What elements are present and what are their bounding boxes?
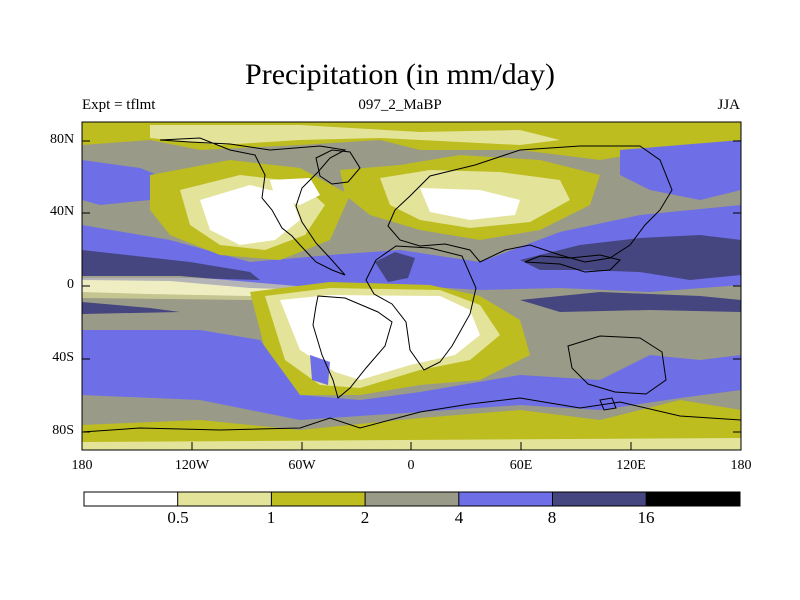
colorbar-label-1: 1 [266,508,276,527]
coast-greenland [315,149,361,185]
chart-title: Precipitation (in mm/day) [245,58,555,91]
ytick-label-0: 0 [67,277,74,292]
coast-north-america [159,137,347,276]
xtick-label-60e: 60E [509,458,533,473]
ytick-label-40n: 40N [50,204,75,219]
colorbar-bin-5 [552,492,647,506]
colorbar-label-4: 4 [454,508,464,527]
ytick-label-40s: 40S [52,350,74,365]
colorbar [83,491,741,507]
xtick-label-180w: 180 [71,458,93,473]
sh-verywet [82,302,180,314]
season-label: JJA [717,97,740,113]
colorbar-label-8: 8 [547,508,557,527]
sh-verywet-2 [520,292,741,312]
coast-africa [365,245,477,371]
so-wet [82,330,741,420]
colorbar-bin-3 [365,492,459,506]
eurasia-white [420,188,520,220]
colorbar-bin-4 [458,492,553,506]
coastlines [82,137,741,433]
colorbar-frame [83,491,741,507]
colorbar-label-0.5: 0.5 [167,508,189,527]
ytick-label-80n: 80N [50,132,75,147]
coast-australia [567,335,667,395]
coast-eurasia [387,145,673,263]
band-arctic-verydry [150,125,560,145]
xtick-label-0: 0 [407,458,415,473]
xtick-label-120e: 120E [616,458,646,473]
colorbar-label-16: 16 [637,508,655,527]
band-antarctic-dry [82,400,741,450]
ytick-label-80s: 80S [52,423,74,438]
n-subtrop-white [200,185,300,245]
xtick-label-120w: 120W [174,458,210,473]
npac-wet-2 [620,140,741,200]
experiment-label: Expt = tflmt [82,97,156,113]
africa-verywet [375,252,415,282]
colorbar-label-2: 2 [360,508,370,527]
s-subtrop-white [280,295,480,380]
npac-wet [82,160,170,205]
coast-south-america [312,295,393,399]
period-label: 097_2_MaBP [358,97,442,113]
axis-ticks [82,140,741,450]
coast-antarctica [82,397,741,433]
colorbar-bin-0 [84,492,178,506]
precip-field [82,122,741,450]
ntrop-wet [82,205,741,292]
colorbar-bin-6 [646,492,740,506]
ntrop-verywet [82,250,260,280]
coast-islands [524,254,621,411]
xtick-label-60w: 60W [288,458,316,473]
xtick-label-180e: 180 [730,458,752,473]
colorbar-bin-2 [271,492,366,506]
canada-white [270,178,320,205]
colorbar-bin-1 [177,492,272,506]
